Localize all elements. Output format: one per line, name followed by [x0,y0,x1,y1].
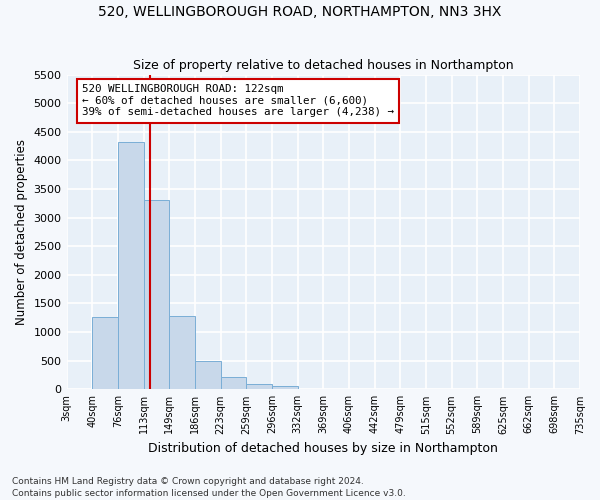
Text: 520 WELLINGBOROUGH ROAD: 122sqm
← 60% of detached houses are smaller (6,600)
39%: 520 WELLINGBOROUGH ROAD: 122sqm ← 60% of… [82,84,394,117]
Bar [195,362,221,390]
X-axis label: Distribution of detached houses by size in Northampton: Distribution of detached houses by size … [148,442,498,455]
Bar [118,142,143,390]
Bar [92,316,118,390]
Bar [143,200,169,390]
Bar [246,384,272,390]
Text: 520, WELLINGBOROUGH ROAD, NORTHAMPTON, NN3 3HX: 520, WELLINGBOROUGH ROAD, NORTHAMPTON, N… [98,5,502,19]
Y-axis label: Number of detached properties: Number of detached properties [15,139,28,325]
Text: Contains HM Land Registry data © Crown copyright and database right 2024.
Contai: Contains HM Land Registry data © Crown c… [12,476,406,498]
Bar [221,377,246,390]
Bar [169,316,195,390]
Title: Size of property relative to detached houses in Northampton: Size of property relative to detached ho… [133,59,514,72]
Bar [272,386,298,390]
